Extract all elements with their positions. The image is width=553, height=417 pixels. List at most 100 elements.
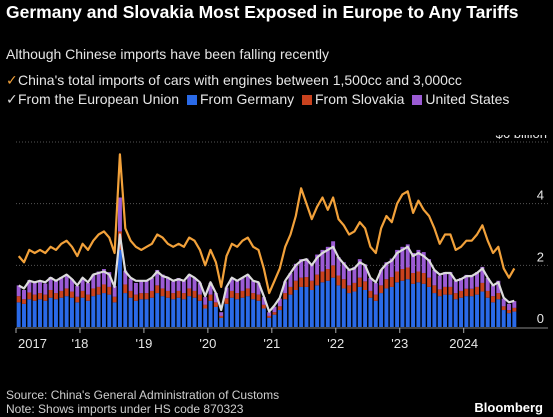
bar-united-states bbox=[251, 280, 256, 294]
x-tick-label: '21 bbox=[263, 336, 280, 351]
bar-germany bbox=[251, 299, 256, 327]
bar-united-states bbox=[96, 271, 101, 287]
bar-united-states bbox=[512, 301, 517, 308]
bar-slovakia bbox=[421, 273, 426, 284]
legend-item-us: United States bbox=[412, 90, 509, 109]
bar-germany bbox=[267, 317, 272, 327]
bar-germany bbox=[208, 300, 213, 327]
bar-germany bbox=[192, 297, 197, 327]
bar-germany bbox=[475, 294, 479, 327]
bloomberg-logo: Bloomberg bbox=[474, 400, 543, 415]
bar-germany bbox=[219, 317, 224, 327]
bar-slovakia bbox=[315, 274, 320, 286]
bar-germany bbox=[336, 285, 341, 327]
bar-germany bbox=[411, 283, 416, 327]
bar-slovakia bbox=[261, 304, 266, 309]
bar-united-states bbox=[80, 277, 85, 291]
bar-united-states bbox=[475, 272, 479, 287]
bar-slovakia bbox=[496, 293, 501, 300]
bar-germany bbox=[165, 297, 170, 327]
bar-germany bbox=[96, 294, 101, 327]
bar-united-states bbox=[352, 266, 357, 283]
bar-germany bbox=[107, 294, 112, 327]
bar-germany bbox=[261, 308, 266, 327]
bar-germany bbox=[85, 300, 90, 327]
bar-slovakia bbox=[16, 296, 21, 303]
bar-germany bbox=[91, 296, 96, 327]
bar-germany bbox=[325, 280, 330, 327]
bar-slovakia bbox=[160, 288, 165, 297]
bar-united-states bbox=[91, 274, 96, 289]
bar-slovakia bbox=[245, 288, 250, 297]
y-tick-label: 4 bbox=[537, 188, 544, 203]
bar-slovakia bbox=[288, 286, 293, 295]
bar-united-states bbox=[304, 258, 309, 278]
legend-label-us: United States bbox=[425, 91, 510, 107]
bar-slovakia bbox=[203, 304, 208, 309]
bar-united-states bbox=[54, 280, 58, 294]
bar-slovakia bbox=[144, 293, 149, 300]
bar-united-states bbox=[405, 244, 410, 268]
bar-germany bbox=[304, 286, 309, 327]
lines bbox=[17, 153, 516, 313]
bar-germany bbox=[16, 302, 21, 327]
bar-united-states bbox=[16, 285, 21, 297]
bar-united-states bbox=[123, 270, 128, 285]
bar-united-states bbox=[363, 264, 368, 282]
bar-united-states bbox=[443, 272, 448, 287]
bar-united-states bbox=[176, 277, 181, 291]
bar-germany bbox=[144, 299, 149, 327]
note-text: Note: Shows imports under HS code 870323 bbox=[6, 402, 244, 416]
bar-slovakia bbox=[341, 279, 346, 289]
x-tick-label: '18 bbox=[71, 336, 88, 351]
bar-united-states bbox=[293, 263, 298, 281]
bar-germany bbox=[277, 310, 282, 327]
bar-slovakia bbox=[22, 299, 26, 304]
bar-germany bbox=[54, 299, 58, 327]
bar-slovakia bbox=[213, 302, 218, 307]
bar-germany bbox=[235, 299, 240, 327]
square-icon bbox=[302, 95, 312, 105]
bar-united-states bbox=[64, 274, 69, 289]
legend-label-total: China's total imports of cars with engin… bbox=[18, 72, 462, 88]
bar-united-states bbox=[107, 272, 112, 287]
bar-slovakia bbox=[357, 277, 362, 287]
axes: 0 2 4 $6 billion 2017 '18 '19 '20 '21 '22 '23 2024 bbox=[15, 135, 547, 351]
x-tick-label: 2017 bbox=[18, 336, 47, 351]
bar-germany bbox=[38, 299, 42, 327]
bar-slovakia bbox=[235, 293, 240, 300]
legend: ✓China's total imports of cars with engi… bbox=[6, 71, 551, 109]
bar-germany bbox=[139, 299, 144, 327]
bar-slovakia bbox=[229, 290, 234, 298]
bar-united-states bbox=[507, 303, 511, 311]
bar-slovakia bbox=[336, 275, 341, 286]
bar-united-states bbox=[464, 274, 469, 289]
bar-slovakia bbox=[91, 288, 96, 297]
bar-germany bbox=[123, 293, 128, 327]
source-text: Source: China's General Administration o… bbox=[6, 388, 280, 402]
bar-germany bbox=[213, 306, 218, 327]
bar-germany bbox=[363, 290, 368, 327]
bar-slovakia bbox=[475, 286, 479, 295]
bar-united-states bbox=[69, 279, 74, 292]
bar-united-states bbox=[203, 297, 208, 305]
bar-slovakia bbox=[277, 306, 282, 311]
bar-united-states bbox=[32, 282, 37, 295]
bar-united-states bbox=[85, 282, 90, 295]
bar-united-states bbox=[219, 312, 224, 316]
bar-germany bbox=[341, 288, 346, 327]
bar-united-states bbox=[117, 197, 122, 232]
bar-united-states bbox=[485, 277, 490, 291]
bar-united-states bbox=[453, 280, 458, 294]
bar-slovakia bbox=[240, 290, 245, 298]
bar-slovakia bbox=[427, 277, 432, 287]
bar-slovakia bbox=[272, 312, 277, 315]
bar-slovakia bbox=[64, 288, 69, 297]
bar-slovakia bbox=[176, 290, 181, 298]
bar-slovakia bbox=[123, 284, 128, 294]
bar-germany bbox=[464, 296, 469, 327]
bar-slovakia bbox=[96, 286, 101, 295]
bar-germany bbox=[272, 314, 277, 327]
bar-slovakia bbox=[347, 285, 352, 294]
bar-slovakia bbox=[453, 293, 458, 300]
